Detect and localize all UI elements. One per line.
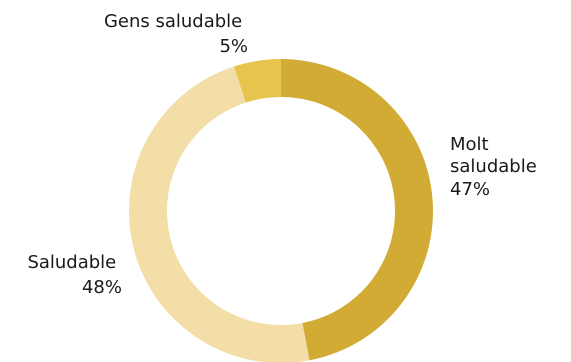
slice-label-saludable: Saludable 48%	[27, 252, 122, 298]
slice-value-label: 47%	[450, 179, 490, 200]
donut-slice-gens-saludable	[234, 59, 281, 103]
slice-label-line: Saludable	[27, 252, 116, 273]
slice-label-molt-saludable: Molt saludable 47%	[450, 134, 543, 200]
slice-label-gens-saludable: Gens saludable 5%	[104, 11, 248, 57]
donut-slice-saludable	[129, 66, 310, 362]
slice-label-line: Gens saludable	[104, 11, 242, 32]
slice-value-label: 5%	[219, 36, 248, 57]
slice-label-line: Molt	[450, 134, 489, 155]
donut-slice-molt-saludable	[281, 59, 433, 361]
slice-value-label: 48%	[82, 277, 122, 298]
slice-label-line: saludable	[450, 156, 537, 177]
donut-slices	[129, 59, 433, 362]
